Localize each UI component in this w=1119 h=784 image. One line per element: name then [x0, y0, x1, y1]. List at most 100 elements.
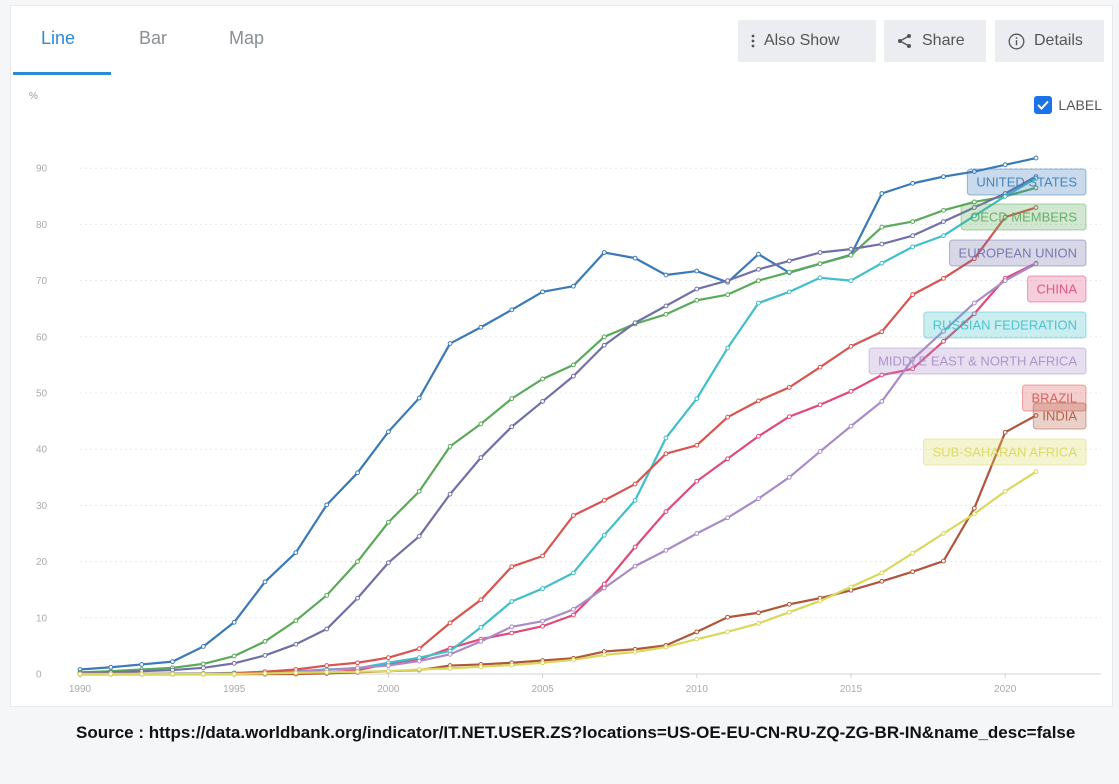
label-toggle[interactable]: LABEL	[1034, 96, 1102, 114]
checkbox-checked-icon[interactable]	[1034, 96, 1053, 114]
data-point	[910, 233, 916, 239]
data-point	[478, 639, 484, 644]
series-label-china: CHINA	[1027, 275, 1087, 303]
data-point	[632, 649, 638, 655]
info-icon	[1008, 33, 1025, 50]
data-point	[971, 205, 977, 210]
data-point	[756, 610, 761, 616]
share-button[interactable]: Share	[884, 20, 986, 62]
data-point	[601, 342, 607, 348]
data-point	[1033, 413, 1039, 418]
data-point	[355, 665, 360, 671]
series-line-russian-federation	[80, 177, 1037, 676]
data-point	[385, 429, 391, 435]
data-point	[1002, 214, 1008, 220]
tab-map[interactable]: Map	[229, 28, 265, 48]
series-label-text: OECD MEMBERS	[970, 210, 1077, 225]
data-point	[879, 578, 885, 584]
series-label-united-states: UNITED STATES	[966, 168, 1087, 196]
data-point	[200, 661, 206, 667]
data-point	[385, 519, 391, 525]
also-show-label: Also Show	[764, 32, 840, 49]
data-point	[1002, 278, 1008, 284]
data-point	[910, 366, 916, 372]
data-point	[694, 478, 700, 484]
tab-bar[interactable]: Bar	[139, 28, 168, 48]
data-point	[756, 278, 761, 284]
data-point	[971, 213, 977, 219]
y-tick-label: 70	[36, 276, 48, 287]
data-point	[632, 255, 638, 261]
data-point	[694, 636, 700, 642]
data-point	[200, 665, 206, 671]
data-point	[385, 655, 391, 661]
data-point	[1033, 185, 1039, 191]
data-point	[324, 669, 330, 675]
x-tick-label: 1990	[69, 684, 92, 695]
series-label-text: INDIA	[1042, 409, 1077, 424]
details-button[interactable]: Details	[995, 20, 1104, 62]
data-point	[971, 300, 977, 306]
series-line-india	[80, 414, 1037, 676]
data-point	[879, 399, 885, 404]
series-layer	[77, 155, 1039, 677]
data-point	[231, 660, 237, 666]
data-point	[725, 345, 731, 351]
data-point	[848, 423, 854, 429]
x-tick-label: 2005	[531, 684, 554, 695]
data-point	[941, 233, 946, 239]
data-point	[324, 502, 330, 508]
data-point	[663, 644, 669, 650]
data-point	[756, 300, 761, 306]
data-point	[817, 598, 823, 604]
data-point	[416, 395, 422, 401]
data-point	[756, 621, 761, 626]
y-axis-unit: %	[29, 91, 38, 102]
data-point	[324, 663, 330, 668]
tab-line[interactable]: Line	[41, 28, 76, 48]
data-point	[416, 667, 422, 672]
data-point	[324, 592, 330, 598]
share-label: Share	[922, 32, 965, 49]
data-point	[725, 292, 731, 298]
data-point	[879, 570, 885, 576]
data-point	[817, 364, 823, 370]
data-point	[1002, 162, 1008, 168]
data-point	[848, 252, 854, 258]
series-oecd-members	[77, 185, 1039, 675]
data-point	[786, 269, 792, 275]
data-point	[509, 396, 515, 402]
data-point	[817, 402, 823, 408]
data-point	[416, 488, 422, 494]
series-line-middle-east-north-africa	[80, 262, 1037, 676]
series-label-text: RUSSIAN FEDERATION	[933, 318, 1077, 333]
label-toggle-text: LABEL	[1058, 97, 1102, 113]
data-point	[756, 496, 761, 502]
data-point	[941, 275, 946, 281]
data-point	[478, 597, 484, 603]
data-point	[540, 586, 545, 591]
y-tick-label: 90	[36, 164, 48, 175]
data-point	[786, 258, 792, 264]
data-point	[879, 329, 885, 335]
series-label-middle-east-north-africa: MIDDLE EAST & NORTH AFRICA	[868, 347, 1087, 375]
data-point	[725, 614, 731, 620]
also-show-button[interactable]: Also Show	[738, 20, 876, 62]
data-point	[601, 250, 607, 255]
data-point	[1033, 469, 1039, 475]
series-label-box	[923, 311, 1087, 339]
data-point	[756, 398, 761, 404]
series-label-india: INDIA	[1032, 402, 1087, 430]
data-point	[971, 505, 977, 511]
data-point	[324, 626, 330, 632]
data-point	[540, 399, 545, 404]
data-point	[1033, 205, 1039, 210]
data-point	[447, 491, 453, 497]
data-point	[540, 289, 545, 295]
data-point	[601, 585, 607, 591]
data-point	[262, 671, 268, 676]
data-point	[941, 328, 946, 334]
series-label-box	[949, 239, 1087, 267]
line-chart: 0 10 20 30 40 50 60 70 80 90 1990 1995 2000 2005 2010 2…	[36, 155, 1101, 695]
data-point	[601, 581, 607, 587]
